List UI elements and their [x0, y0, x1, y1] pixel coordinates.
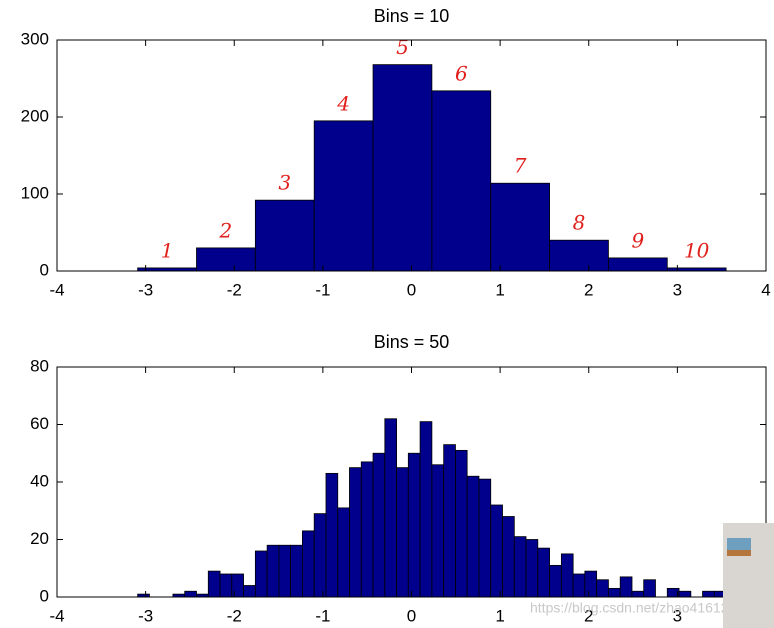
y-tick-label: 100 — [21, 183, 49, 202]
bar — [631, 590, 645, 598]
annotation: 5 — [396, 35, 409, 59]
bar — [525, 539, 539, 598]
bar — [360, 461, 374, 598]
subplot: Bins = 50-4-3-2-101234020406080 — [30, 332, 771, 626]
bar — [478, 478, 492, 598]
bar — [431, 90, 492, 272]
y-tick-label: 300 — [21, 29, 49, 48]
bar — [549, 239, 609, 272]
bar — [502, 516, 515, 598]
annotation: 4 — [336, 91, 350, 115]
bar — [372, 64, 433, 272]
bar — [619, 576, 633, 598]
x-tick-label: -2 — [227, 606, 242, 625]
bar — [596, 579, 609, 598]
x-tick-label: -1 — [315, 606, 330, 625]
bar — [560, 553, 574, 598]
x-tick-label: 4 — [761, 280, 770, 299]
bar — [643, 579, 656, 598]
y-tick-label: 200 — [21, 106, 49, 125]
annotation: 10 — [684, 238, 710, 262]
annotation: 8 — [573, 211, 586, 235]
bar — [608, 257, 668, 272]
bar — [219, 573, 233, 598]
bar — [337, 507, 350, 598]
bar — [407, 452, 421, 598]
x-tick-label: -4 — [49, 606, 64, 625]
y-tick-label: 80 — [30, 356, 49, 375]
subplot: Bins = 10 1 2 3 4 5 6 7 8 9 10 -4 -3 -2 -1 0 1 2 3 4 0 100 200… — [21, 6, 771, 300]
thumbnail — [723, 523, 774, 628]
x-tick-label: -3 — [138, 606, 153, 625]
y-tick-label: 60 — [30, 414, 49, 433]
bar — [207, 570, 221, 598]
annotation: 1 — [161, 238, 174, 262]
x-tick-label: 1 — [495, 280, 504, 299]
x-tick-label: 2 — [584, 606, 593, 625]
bar — [678, 590, 692, 598]
bar — [313, 120, 374, 272]
chart-title: Bins = 10 — [374, 6, 450, 26]
bar — [278, 544, 292, 598]
bar — [513, 536, 527, 598]
bar — [243, 585, 256, 598]
x-tick-label: 0 — [407, 280, 416, 299]
y-tick-label: 0 — [40, 586, 49, 605]
bar — [455, 449, 468, 598]
x-tick-label: 2 — [584, 280, 593, 299]
annotation: 7 — [514, 154, 527, 178]
bar — [431, 464, 445, 598]
annotation: 2 — [219, 218, 233, 242]
bar — [290, 544, 303, 598]
bar — [443, 444, 456, 598]
thumbnail-image-ground — [727, 550, 751, 556]
y-tick-label: 40 — [30, 471, 49, 490]
bar — [537, 547, 550, 598]
x-tick-label: 3 — [673, 280, 682, 299]
bar — [572, 573, 586, 598]
bar — [419, 421, 433, 598]
bar — [549, 564, 562, 598]
x-tick-label: 1 — [495, 606, 504, 625]
x-tick-label: -2 — [227, 280, 242, 299]
bar — [608, 587, 621, 598]
annotation: 6 — [455, 61, 468, 85]
bar — [325, 472, 339, 598]
watermark: https://blog.csdn.net/zhao416129 — [530, 600, 736, 616]
x-tick-label: -4 — [49, 280, 64, 299]
x-tick-label: 0 — [407, 606, 416, 625]
x-tick-label: -1 — [315, 280, 330, 299]
bar — [302, 530, 315, 598]
bar — [231, 573, 244, 598]
bar — [349, 467, 362, 598]
bar — [584, 570, 598, 598]
bar — [384, 418, 398, 598]
y-tick-label: 20 — [30, 529, 49, 548]
annotation: 9 — [631, 228, 644, 252]
bar — [254, 550, 268, 598]
bar — [702, 590, 715, 598]
x-tick-label: -3 — [138, 280, 153, 299]
bar — [196, 247, 256, 272]
annotation: 3 — [278, 171, 291, 195]
bar — [254, 199, 315, 272]
bar — [266, 544, 280, 598]
bar — [466, 475, 480, 598]
x-tick-label: 3 — [673, 606, 682, 625]
bar — [372, 452, 386, 598]
chart-title: Bins = 50 — [374, 332, 450, 352]
bar — [490, 504, 503, 598]
bar — [313, 513, 327, 598]
bar — [396, 467, 409, 598]
y-tick-label: 0 — [40, 260, 49, 279]
bar — [490, 182, 550, 272]
bar — [184, 590, 197, 598]
